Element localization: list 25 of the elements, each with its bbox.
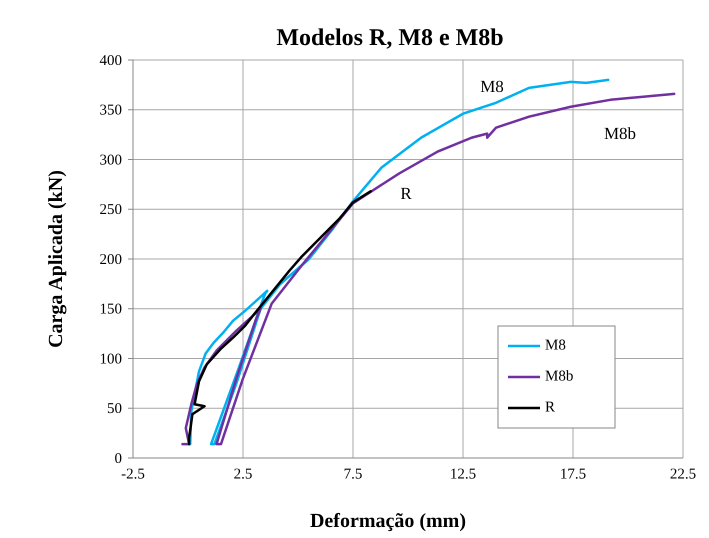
x-tick-label: 7.5 xyxy=(344,466,362,483)
annotation: M8 xyxy=(480,76,504,96)
y-tick-label: 50 xyxy=(107,401,122,418)
chart-title: Modelos R, M8 e M8b xyxy=(276,25,504,51)
x-tick-label: 22.5 xyxy=(670,466,696,483)
x-tick-label: 12.5 xyxy=(450,466,476,483)
y-tick-label: 400 xyxy=(100,52,122,69)
x-axis-title: Deformação (mm) xyxy=(310,510,466,532)
legend-label: M8 xyxy=(545,337,566,354)
y-axis-title: Carga Aplicada (kN) xyxy=(45,170,67,348)
x-tick-label: 17.5 xyxy=(560,466,586,483)
y-tick-label: 350 xyxy=(100,102,122,119)
y-tick-label: 100 xyxy=(100,351,122,368)
annotation: R xyxy=(400,184,412,203)
y-tick-label: 250 xyxy=(100,202,122,218)
y-tick-label: 0 xyxy=(114,450,122,467)
annotation: M8b xyxy=(604,124,636,143)
y-tick-label: 150 xyxy=(100,302,122,318)
legend-label: M8b xyxy=(545,368,574,384)
y-tick-label: 200 xyxy=(100,252,122,268)
line-series xyxy=(188,190,372,446)
y-tick-label: 300 xyxy=(100,152,122,168)
x-tick-label: 2.5 xyxy=(234,466,252,483)
legend-label: R xyxy=(545,399,556,416)
x-tick-label: -2.5 xyxy=(121,466,145,483)
